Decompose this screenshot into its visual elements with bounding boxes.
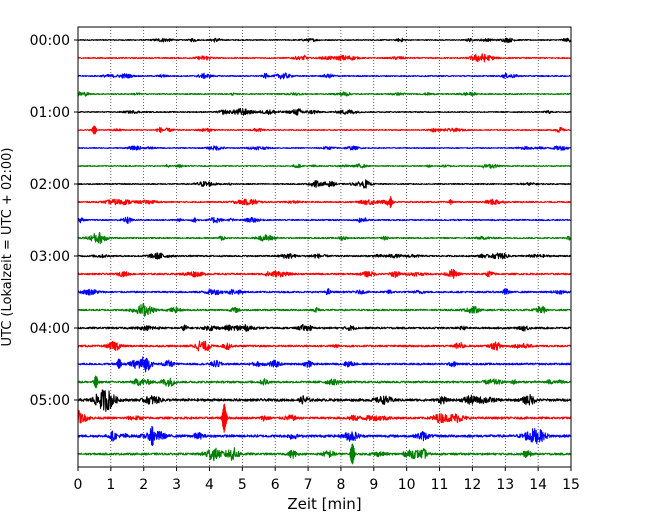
trace-0045 [77,91,572,97]
plot-frame [77,26,572,468]
trace-0415 [77,340,572,352]
trace-0345 [77,302,572,317]
x-tick-label: 1 [106,477,115,493]
trace-0315 [77,268,572,279]
grid-lines [110,27,539,467]
x-tick-label: 8 [336,477,345,493]
x-tick-label: 6 [271,477,280,493]
y-tick-label: 03:00 [30,249,70,265]
x-axis: 0 1 2 3 4 5 6 7 8 9 10 11 12 13 14 15 [74,467,580,493]
y-tick-label: 04:00 [30,321,70,337]
trace-0015 [77,53,572,63]
y-axis-label: UTC (Lokalzeit = UTC + 02:00) [0,148,15,347]
traces [77,37,572,465]
trace-0230 [77,216,572,224]
trace-0515 [77,403,572,433]
trace-0330 [77,288,572,296]
trace-0000 [77,37,572,43]
trace-0145 [77,163,572,169]
trace-0245 [77,231,572,245]
x-tick-label: 15 [562,477,580,493]
trace-0445 [77,375,572,389]
trace-0130 [77,145,572,151]
x-tick-label: 3 [172,477,181,493]
x-tick-label: 10 [398,477,416,493]
x-tick-label: 7 [304,477,313,493]
trace-0215 [77,195,572,209]
x-axis-label: Zeit [min] [287,495,361,513]
x-tick-label: 9 [369,477,378,493]
y-tick-label: 02:00 [30,177,70,193]
y-tick-label: 01:00 [30,105,70,121]
y-axis: 00:00 01:00 02:00 03:00 04:00 05:00 [30,33,78,409]
y-tick-label: 05:00 [30,393,70,409]
trace-0500 [77,389,572,412]
x-tick-label: 0 [74,477,83,493]
x-tick-label: 11 [431,477,449,493]
trace-0115 [77,125,572,135]
x-tick-label: 2 [139,477,148,493]
y-tick-label: 00:00 [30,33,70,49]
x-tick-label: 12 [463,477,481,493]
trace-0030 [77,72,572,80]
trace-0200 [77,179,572,189]
trace-0545 [77,443,572,465]
x-tick-label: 5 [238,477,247,493]
x-tick-label: 14 [529,477,547,493]
trace-0400 [77,324,572,332]
trace-0530 [77,425,572,447]
x-tick-label: 13 [496,477,514,493]
trace-0100 [77,108,572,116]
x-tick-label: 4 [205,477,214,493]
trace-0300 [77,252,572,260]
trace-0430 [77,356,572,373]
